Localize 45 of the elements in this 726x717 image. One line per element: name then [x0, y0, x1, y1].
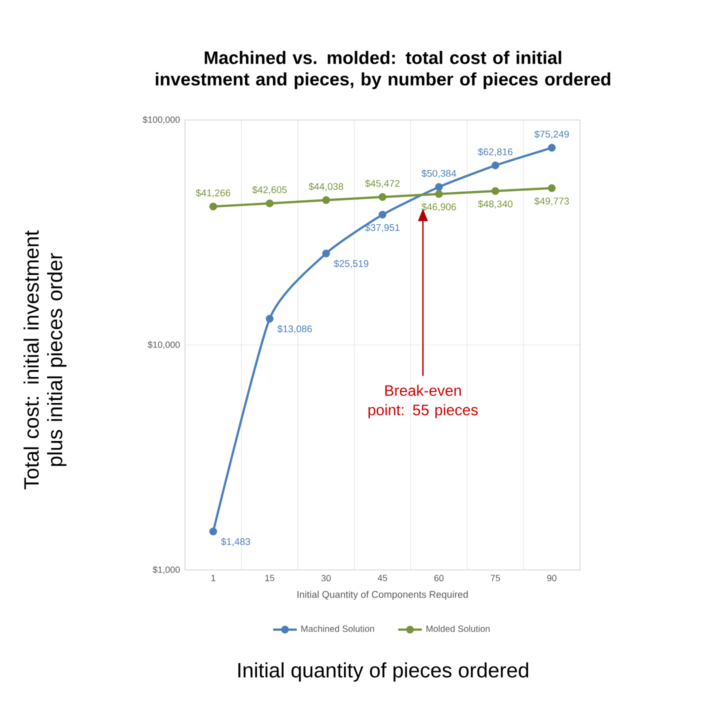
data-label: $48,340 [478, 200, 512, 208]
data-label: $13,086 [277, 325, 312, 334]
data-label: $75,249 [534, 130, 569, 139]
data-label: $41,266 [196, 189, 230, 198]
y-tick-label: $100,000 [142, 116, 180, 124]
data-label: $45,472 [365, 180, 400, 188]
x-axis-title: Initial Quantity of Components Required [298, 590, 468, 600]
point [322, 196, 330, 204]
point [491, 187, 500, 195]
point [266, 314, 274, 323]
data-label: $44,038 [308, 182, 344, 192]
chart-title: Machined vs. molded: total cost of initial investment and pieces, by number of pieces ordered [156, 50, 610, 90]
y-axis-title: Total cost: initial investment plus initial pieces order [24, 230, 66, 490]
point [435, 190, 443, 198]
x-tick-label: 15 [265, 574, 274, 582]
point [435, 183, 443, 191]
data-label: $62,816 [478, 148, 512, 156]
legend-label: Molded Solution [426, 625, 490, 632]
data-label: $50,384 [422, 170, 456, 178]
data-label: $42,605 [252, 186, 287, 194]
data-label: $25,519 [334, 260, 368, 268]
x-tick-label: 90 [547, 574, 556, 582]
point [209, 202, 218, 210]
x-tick-label: 45 [378, 574, 388, 582]
point [378, 210, 386, 219]
point [548, 144, 556, 152]
point [491, 162, 500, 170]
x-tick-label: 60 [434, 574, 444, 582]
point [209, 528, 218, 536]
point [322, 250, 330, 258]
data-label: $46,906 [422, 203, 456, 212]
legend-label: Machined Solution [301, 625, 374, 632]
x-tick-label: 75 [490, 574, 500, 582]
annotation: Break-even point: 55 pieces [368, 384, 478, 418]
data-label: $49,773 [534, 197, 569, 206]
y-tick-label: $1,000 [152, 566, 180, 574]
point [266, 199, 274, 208]
data-label: $1,483 [220, 538, 250, 546]
point [548, 184, 556, 192]
point [378, 193, 386, 201]
data-label: $37,951 [365, 224, 400, 232]
x-tick-label: 30 [321, 574, 331, 582]
x-tick-label: 1 [211, 574, 216, 582]
y-tick-label: $10,000 [148, 341, 180, 349]
text: Initial quantity of pieces ordered [238, 662, 528, 682]
